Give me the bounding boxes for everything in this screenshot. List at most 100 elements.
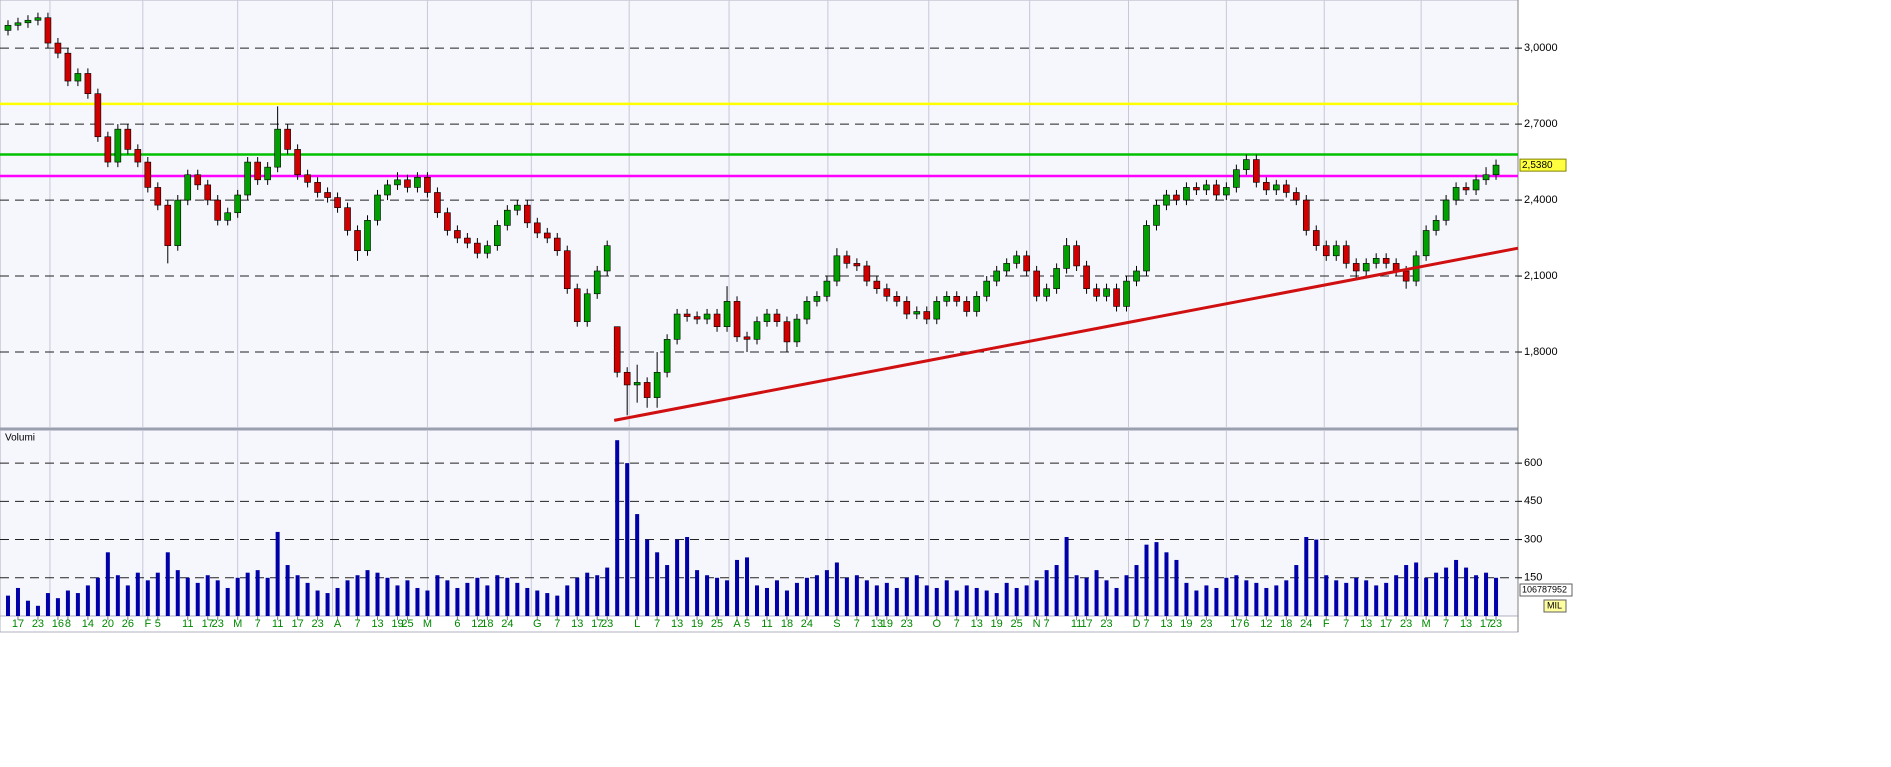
- volume-bar: [1284, 580, 1289, 616]
- x-tick-label: F: [1323, 618, 1330, 630]
- volume-bar: [934, 587, 939, 616]
- candle-body: [603, 245, 611, 272]
- x-tick-label: M: [423, 618, 432, 630]
- candle-body: [224, 212, 231, 221]
- volume-bar: [375, 572, 380, 616]
- volume-bar: [924, 585, 929, 616]
- volume-bar: [1254, 582, 1259, 616]
- unit-label: MIL: [1547, 600, 1562, 610]
- y-tick-label: 450: [1524, 495, 1542, 507]
- volume-bar: [325, 593, 330, 616]
- volume-bar: [535, 590, 540, 616]
- x-tick-label: 11: [761, 618, 772, 630]
- volume-bar: [1464, 567, 1469, 616]
- candle-body: [334, 197, 341, 208]
- x-tick-label: 7: [1143, 618, 1149, 630]
- candle-body: [683, 313, 691, 317]
- candle-body: [84, 73, 92, 95]
- volume-bar: [1484, 572, 1489, 616]
- candle-body: [4, 25, 12, 31]
- x-tick-label: 19: [1180, 618, 1192, 630]
- volume-bar: [295, 575, 300, 616]
- x-tick-label: 17: [1480, 618, 1492, 630]
- candle-body: [114, 128, 122, 163]
- volume-bar: [764, 587, 769, 616]
- x-tick-label: D: [1133, 618, 1141, 630]
- candle-body: [1203, 184, 1210, 191]
- x-tick-label: 24: [1300, 618, 1312, 630]
- volume-bar: [525, 587, 530, 616]
- candle-body: [873, 280, 881, 290]
- volume-bar: [1074, 575, 1079, 616]
- candle-body: [494, 225, 501, 246]
- x-tick-label: 12: [471, 618, 483, 630]
- candle-body: [304, 174, 311, 183]
- candle-body: [803, 301, 811, 320]
- candle-body: [1003, 263, 1010, 272]
- x-tick-label: 25: [711, 618, 723, 630]
- candle-body: [1312, 230, 1320, 246]
- candle-body: [1223, 187, 1230, 196]
- candle-body: [973, 296, 981, 312]
- candle-body: [1123, 280, 1130, 307]
- volume-bar: [55, 598, 60, 616]
- volume-bar: [784, 590, 789, 616]
- volume-bar: [1414, 562, 1419, 616]
- last-price-label: 2,5380: [1522, 160, 1553, 171]
- volume-bar: [255, 570, 260, 616]
- candle-body: [514, 204, 521, 211]
- candle-body: [194, 174, 202, 186]
- volume-bar: [545, 593, 550, 616]
- volume-bar: [415, 587, 420, 616]
- candle-body: [1352, 263, 1360, 272]
- candle-body: [903, 301, 911, 315]
- candle-body: [893, 296, 901, 302]
- volume-bar: [1174, 559, 1179, 616]
- candle-body: [1133, 270, 1140, 282]
- x-tick-label: 26: [122, 618, 134, 630]
- volume-bar: [834, 562, 839, 616]
- volume-bar: [854, 575, 859, 616]
- volume-bar: [395, 585, 400, 616]
- volume-bar: [385, 577, 390, 616]
- candle-body: [783, 321, 791, 343]
- x-tick-label: 17: [1080, 618, 1092, 630]
- candle-body: [563, 250, 571, 290]
- volume-bar: [1494, 577, 1499, 616]
- candle-body: [1263, 182, 1270, 191]
- volume-bar: [1344, 582, 1349, 616]
- candle-body: [743, 336, 751, 340]
- candle-body: [474, 242, 481, 254]
- volume-bar: [974, 587, 979, 616]
- candle-body: [963, 301, 971, 312]
- x-tick-label: 18: [781, 618, 793, 630]
- x-tick-label: 13: [871, 618, 883, 630]
- volume-bar: [804, 577, 809, 616]
- x-tick-label: 13: [1460, 618, 1472, 630]
- candle-body: [1053, 268, 1060, 290]
- x-tick-label: S: [833, 618, 840, 630]
- volume-bar: [984, 590, 989, 616]
- volume-bar: [1424, 577, 1429, 616]
- volume-bar: [355, 575, 360, 616]
- candle-body: [314, 182, 321, 193]
- x-tick-label: 23: [1200, 618, 1212, 630]
- x-tick-label: 11: [272, 618, 283, 630]
- candle-body: [64, 52, 72, 82]
- x-tick-label: F: [144, 618, 151, 630]
- volume-bar: [1244, 580, 1249, 616]
- candle-body: [693, 316, 701, 320]
- candle-body: [1422, 230, 1430, 257]
- x-tick-label: 23: [1400, 618, 1412, 630]
- volume-bar: [1274, 585, 1279, 616]
- volume-bar: [195, 582, 200, 616]
- candle-body: [1322, 245, 1330, 257]
- candle-body: [843, 255, 851, 264]
- candle-body: [274, 128, 281, 168]
- volume-bar: [1144, 544, 1149, 616]
- candle-body: [294, 149, 301, 176]
- volume-bar: [25, 600, 30, 616]
- volume-panel: [0, 429, 1519, 617]
- x-tick-label: 7: [1443, 618, 1449, 630]
- volume-bar: [1474, 575, 1479, 616]
